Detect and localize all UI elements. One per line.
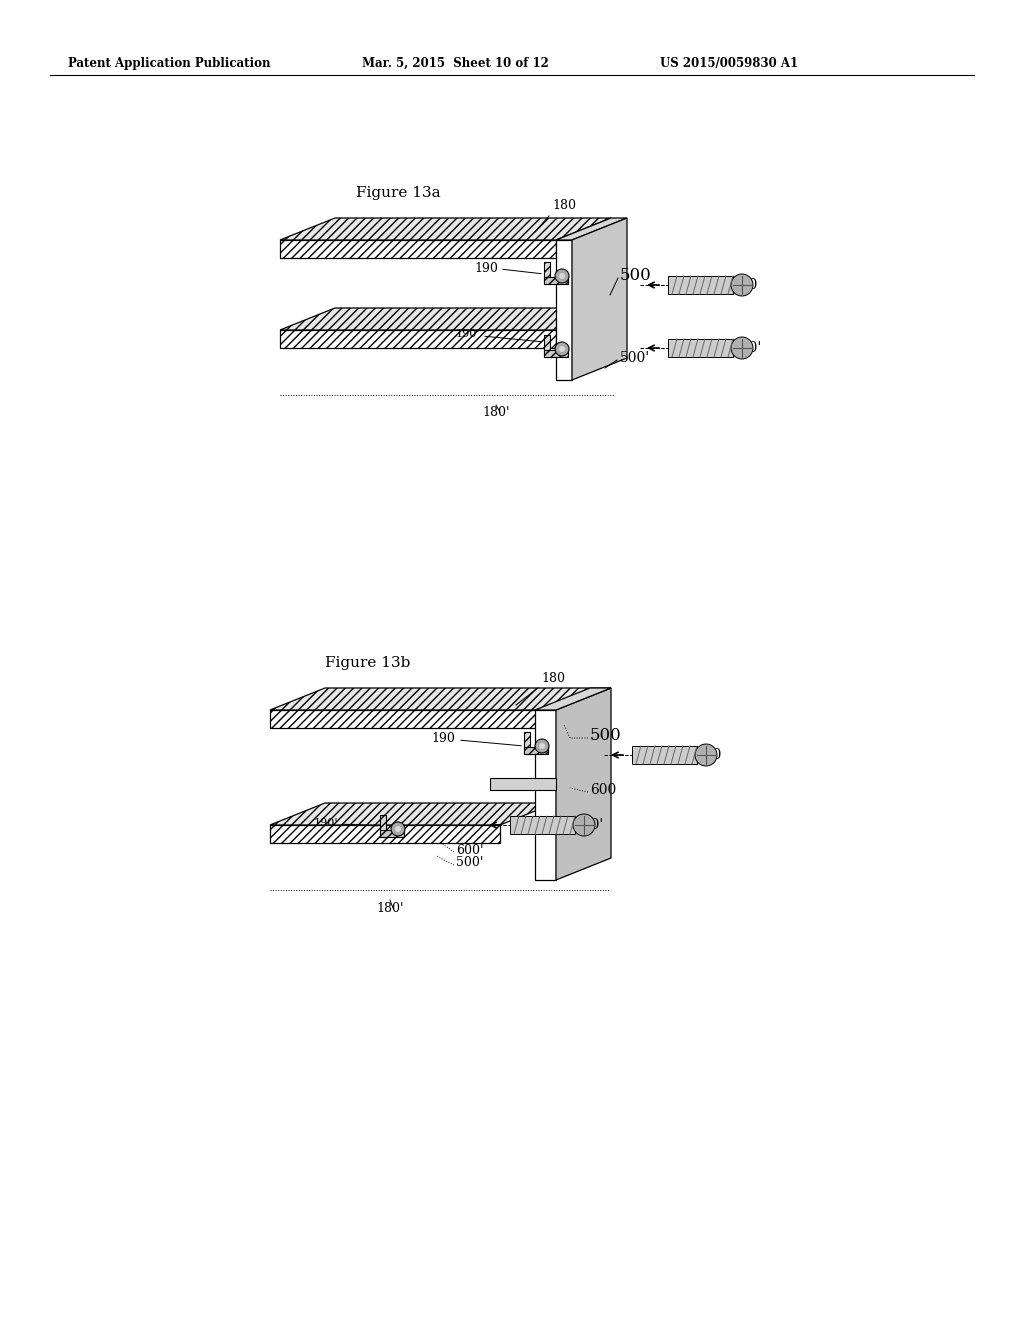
Text: 400': 400' xyxy=(732,341,762,355)
Circle shape xyxy=(695,744,717,766)
Text: 400: 400 xyxy=(696,748,722,762)
Polygon shape xyxy=(280,330,556,348)
Polygon shape xyxy=(668,276,733,294)
Text: Figure 13a: Figure 13a xyxy=(356,186,440,201)
Polygon shape xyxy=(490,777,556,789)
Polygon shape xyxy=(280,240,556,257)
Circle shape xyxy=(559,273,565,279)
Text: 180: 180 xyxy=(552,199,575,213)
Text: Patent Application Publication: Patent Application Publication xyxy=(68,57,270,70)
Polygon shape xyxy=(632,746,697,764)
Circle shape xyxy=(555,342,569,356)
Text: 600': 600' xyxy=(456,843,483,857)
Polygon shape xyxy=(544,350,568,356)
Text: 600: 600 xyxy=(590,783,616,797)
Polygon shape xyxy=(270,825,500,843)
Text: 190': 190' xyxy=(313,818,338,828)
Polygon shape xyxy=(280,218,611,240)
Circle shape xyxy=(539,743,545,748)
Polygon shape xyxy=(270,688,611,710)
Circle shape xyxy=(535,739,549,752)
Text: 500': 500' xyxy=(620,351,650,366)
Polygon shape xyxy=(270,710,556,729)
Polygon shape xyxy=(535,710,556,880)
Text: Figure 13b: Figure 13b xyxy=(325,656,411,671)
Text: Mar. 5, 2015  Sheet 10 of 12: Mar. 5, 2015 Sheet 10 of 12 xyxy=(362,57,549,70)
Polygon shape xyxy=(556,240,572,380)
Polygon shape xyxy=(380,814,386,837)
Text: US 2015/0059830 A1: US 2015/0059830 A1 xyxy=(660,57,798,70)
Text: 190: 190 xyxy=(474,261,498,275)
Polygon shape xyxy=(280,308,611,330)
Polygon shape xyxy=(556,688,611,880)
Polygon shape xyxy=(524,733,530,754)
Circle shape xyxy=(731,275,753,296)
Text: 500: 500 xyxy=(590,726,622,743)
Polygon shape xyxy=(380,830,404,837)
Circle shape xyxy=(731,337,753,359)
Text: 500': 500' xyxy=(456,857,483,870)
Circle shape xyxy=(555,269,569,282)
Polygon shape xyxy=(556,218,627,240)
Polygon shape xyxy=(544,335,550,356)
Text: 400': 400' xyxy=(574,818,604,832)
Polygon shape xyxy=(535,688,611,710)
Text: 190': 190' xyxy=(456,329,480,339)
Polygon shape xyxy=(572,218,627,380)
Polygon shape xyxy=(270,803,555,825)
Text: 180': 180' xyxy=(376,902,403,915)
Text: 190: 190 xyxy=(431,731,455,744)
Polygon shape xyxy=(510,816,575,834)
Text: 500: 500 xyxy=(620,267,651,284)
Circle shape xyxy=(391,822,406,836)
Polygon shape xyxy=(524,747,548,754)
Text: 180: 180 xyxy=(541,672,565,685)
Polygon shape xyxy=(544,277,568,284)
Circle shape xyxy=(559,346,565,352)
Polygon shape xyxy=(544,261,550,284)
Text: 180': 180' xyxy=(482,405,510,418)
Text: 400: 400 xyxy=(732,279,759,292)
Polygon shape xyxy=(668,339,733,356)
Circle shape xyxy=(573,814,595,836)
Circle shape xyxy=(395,826,401,832)
